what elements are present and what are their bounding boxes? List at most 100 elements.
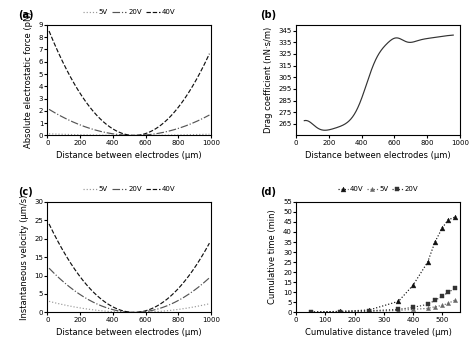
40V [366, 308, 372, 312]
40V [184, 93, 190, 97]
40V [410, 283, 416, 288]
5V [432, 305, 438, 309]
5V [148, 133, 154, 137]
5V [46, 299, 52, 304]
5V [139, 133, 145, 137]
5V [139, 310, 145, 315]
5V [366, 309, 372, 313]
5V [131, 133, 137, 138]
20V [148, 132, 154, 137]
Y-axis label: Instantaneous velocity (μm/s): Instantaneous velocity (μm/s) [20, 195, 29, 320]
20V [432, 298, 438, 302]
5V [168, 308, 173, 312]
5V [131, 310, 137, 315]
Text: (c): (c) [18, 187, 33, 197]
20V [144, 133, 149, 137]
20V [139, 133, 145, 137]
5V [337, 310, 343, 314]
Text: (a): (a) [18, 10, 34, 21]
5V [439, 303, 445, 307]
40V [56, 241, 62, 245]
5V [184, 306, 190, 310]
20V [56, 276, 62, 280]
20V [144, 309, 149, 313]
5V [56, 302, 62, 306]
X-axis label: Distance between electrodes (μm): Distance between electrodes (μm) [56, 151, 202, 160]
20V [425, 302, 430, 306]
Legend: 40V, 5V, 20V: 40V, 5V, 20V [335, 183, 421, 195]
40V [46, 29, 52, 33]
20V [56, 113, 62, 117]
5V [425, 306, 430, 311]
40V [139, 132, 145, 137]
X-axis label: Distance between electrodes (μm): Distance between electrodes (μm) [56, 328, 202, 337]
5V [445, 301, 451, 306]
40V [184, 276, 190, 280]
5V [148, 310, 154, 314]
20V [46, 107, 52, 111]
20V [46, 266, 52, 270]
Line: 20V: 20V [309, 286, 457, 314]
40V [148, 129, 154, 133]
40V [148, 307, 154, 311]
Line: 20V: 20V [49, 109, 210, 136]
Line: 5V: 5V [49, 301, 210, 312]
20V [207, 113, 212, 117]
20V [337, 310, 343, 314]
40V [168, 114, 173, 118]
5V [144, 133, 149, 137]
Line: 40V: 40V [49, 31, 210, 136]
Line: 40V: 40V [49, 224, 210, 312]
Y-axis label: Cumulative time (min): Cumulative time (min) [268, 210, 277, 305]
20V [131, 133, 137, 138]
Y-axis label: Absolute electrostatic force (pN): Absolute electrostatic force (pN) [24, 12, 33, 148]
40V [445, 218, 451, 222]
20V [184, 123, 190, 127]
Text: (b): (b) [260, 10, 276, 21]
20V [131, 310, 137, 315]
40V [131, 310, 137, 315]
Line: 5V: 5V [309, 298, 457, 314]
20V [410, 305, 416, 310]
40V [432, 240, 438, 244]
40V [337, 309, 343, 313]
40V [144, 131, 149, 135]
40V [139, 310, 145, 314]
5V [168, 133, 173, 137]
40V [144, 308, 149, 313]
40V [396, 299, 401, 304]
Legend: 5V, 20V, 40V: 5V, 20V, 40V [80, 6, 178, 18]
20V [148, 308, 154, 313]
20V [396, 307, 401, 312]
5V [46, 132, 52, 136]
40V [207, 51, 212, 56]
Legend: 5V, 20V, 40V: 5V, 20V, 40V [80, 183, 178, 195]
20V [207, 275, 212, 280]
Line: 5V: 5V [49, 134, 210, 136]
40V [439, 226, 445, 230]
40V [425, 260, 430, 264]
40V [207, 241, 212, 245]
20V [445, 290, 451, 294]
20V [168, 129, 173, 133]
5V [396, 308, 401, 312]
40V [131, 133, 137, 138]
20V [366, 308, 372, 313]
Text: (d): (d) [260, 187, 276, 197]
Line: 40V: 40V [308, 214, 458, 315]
X-axis label: Cumulative distance traveled (μm): Cumulative distance traveled (μm) [304, 328, 451, 337]
5V [207, 302, 212, 306]
20V [139, 310, 145, 314]
Y-axis label: Drag coefficient (nN·s/m): Drag coefficient (nN·s/m) [264, 27, 273, 133]
5V [184, 133, 190, 137]
20V [184, 293, 190, 297]
40V [453, 215, 458, 219]
5V [453, 298, 458, 302]
40V [56, 51, 62, 56]
40V [46, 222, 52, 226]
40V [168, 294, 173, 298]
20V [308, 310, 314, 314]
Line: 20V: 20V [49, 268, 210, 312]
5V [410, 307, 416, 312]
5V [56, 132, 62, 136]
